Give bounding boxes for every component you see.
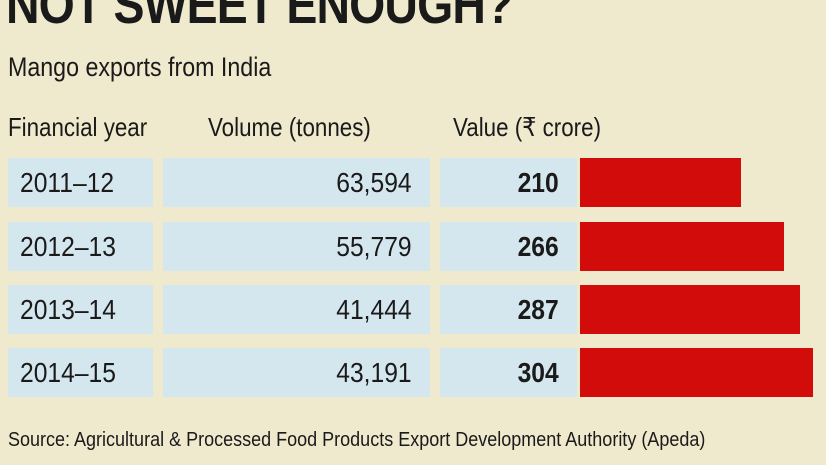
year-cell: 2014–15 — [8, 348, 153, 397]
volume-cell-text: 55,779 — [336, 231, 412, 262]
year-cell-text: 2011–12 — [20, 167, 115, 198]
value-cell-text: 287 — [517, 294, 559, 325]
value-bar — [580, 158, 741, 207]
value-bar — [580, 285, 800, 334]
year-cell: 2012–13 — [8, 222, 153, 271]
value-cell: 210 — [440, 158, 577, 207]
chart-title: NOT SWEET ENOUGH? — [6, 0, 513, 35]
volume-cell: 63,594 — [163, 158, 430, 207]
value-cell-text: 266 — [517, 231, 559, 262]
value-cell: 304 — [440, 348, 577, 397]
chart-subtitle: Mango exports from India — [8, 52, 272, 82]
volume-cell: 41,444 — [163, 285, 430, 334]
year-cell-text: 2012–13 — [20, 231, 116, 262]
value-cell-text: 210 — [517, 167, 559, 198]
header-value: Value (₹ crore) — [453, 112, 602, 142]
volume-cell-text: 41,444 — [336, 294, 412, 325]
year-cell-text: 2013–14 — [20, 294, 116, 325]
volume-cell-text: 63,594 — [336, 167, 412, 198]
header-year: Financial year — [8, 112, 148, 142]
year-cell-text: 2014–15 — [20, 357, 116, 388]
volume-cell: 43,191 — [163, 348, 430, 397]
header-volume: Volume (tonnes) — [208, 112, 371, 142]
value-bar — [580, 348, 813, 397]
year-cell: 2013–14 — [8, 285, 153, 334]
volume-cell: 55,779 — [163, 222, 430, 271]
source-note: Source: Agricultural & Processed Food Pr… — [8, 429, 706, 451]
volume-cell-text: 43,191 — [336, 357, 412, 388]
value-cell: 266 — [440, 222, 577, 271]
year-cell: 2011–12 — [8, 158, 153, 207]
value-bar — [580, 222, 784, 271]
value-cell-text: 304 — [517, 357, 559, 388]
value-cell: 287 — [440, 285, 577, 334]
